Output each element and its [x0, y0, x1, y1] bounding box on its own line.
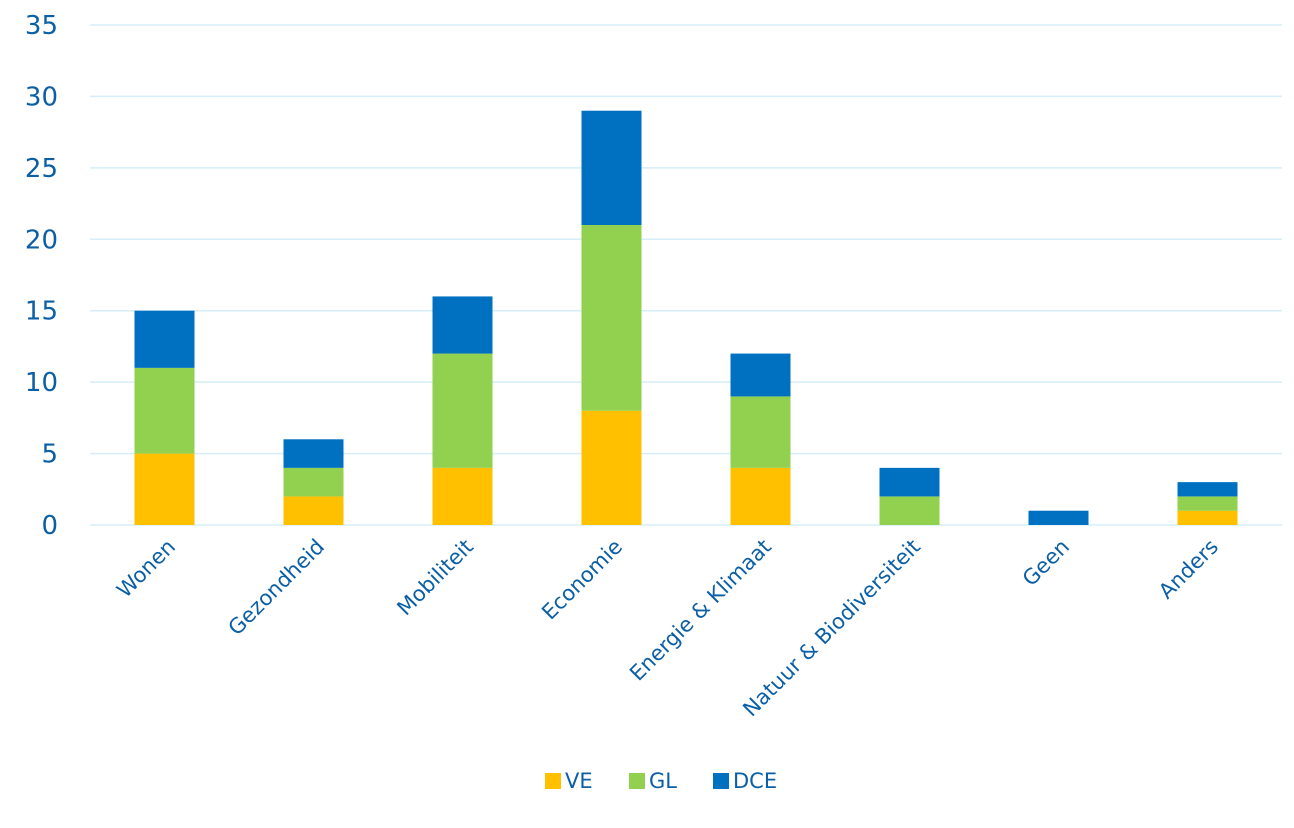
bar-gl-7 — [1177, 496, 1238, 511]
bar-ve-1 — [283, 496, 344, 525]
bar-dce-1 — [283, 439, 344, 468]
legend-label-dce: DCE — [733, 769, 777, 793]
x-tick-label: Economie — [537, 535, 627, 625]
bar-ve-3 — [581, 410, 642, 525]
legend-label-gl: GL — [649, 769, 677, 793]
legend-swatch-gl — [629, 773, 645, 789]
x-tick-label: Gezondheid — [224, 535, 329, 640]
bar-gl-5 — [879, 496, 940, 525]
x-tick-label: Geen — [1018, 535, 1074, 591]
bar-dce-2 — [432, 296, 493, 354]
bar-dce-5 — [879, 467, 940, 497]
bars — [134, 110, 1238, 525]
y-tick-label: 20 — [25, 225, 58, 255]
x-tick-label: Mobiliteit — [392, 535, 478, 621]
bar-gl-3 — [581, 225, 642, 411]
y-tick-label: 30 — [25, 82, 58, 112]
bar-ve-4 — [730, 467, 791, 525]
x-tick-label: Natuur & Biodiversiteit — [738, 535, 925, 722]
gridlines — [90, 24, 1282, 526]
bar-ve-7 — [1177, 510, 1238, 525]
y-tick-label: 15 — [25, 297, 58, 327]
y-tick-label: 5 — [41, 440, 58, 470]
bar-dce-0 — [134, 310, 195, 368]
bar-dce-6 — [1028, 510, 1089, 525]
x-axis: Wonen Gezondheid Mobiliteit EconomieEnergie… — [112, 535, 1223, 722]
x-tick-label: Energie & Klimaat — [625, 535, 776, 686]
bar-dce-4 — [730, 353, 791, 397]
y-tick-label: 10 — [25, 368, 58, 398]
bar-ve-2 — [432, 467, 493, 525]
y-tick-label: 35 — [25, 11, 58, 41]
bar-gl-2 — [432, 353, 493, 468]
legend: VE GL DCE — [545, 769, 777, 793]
x-tick-label: Anders — [1154, 535, 1223, 604]
bar-gl-0 — [134, 367, 195, 454]
bar-dce-3 — [581, 110, 642, 225]
bar-gl-1 — [283, 467, 344, 497]
y-tick-label: 25 — [25, 154, 58, 184]
y-axis: 0 5 10 15 20 25 30 35 — [25, 11, 58, 541]
bar-ve-0 — [134, 453, 195, 525]
bar-dce-7 — [1177, 482, 1238, 497]
legend-swatch-dce — [713, 773, 729, 789]
x-tick-label: Wonen — [112, 535, 180, 603]
y-tick-label: 0 — [41, 511, 58, 541]
bar-gl-4 — [730, 396, 791, 468]
legend-label-ve: VE — [565, 769, 593, 793]
legend-swatch-ve — [545, 773, 561, 789]
